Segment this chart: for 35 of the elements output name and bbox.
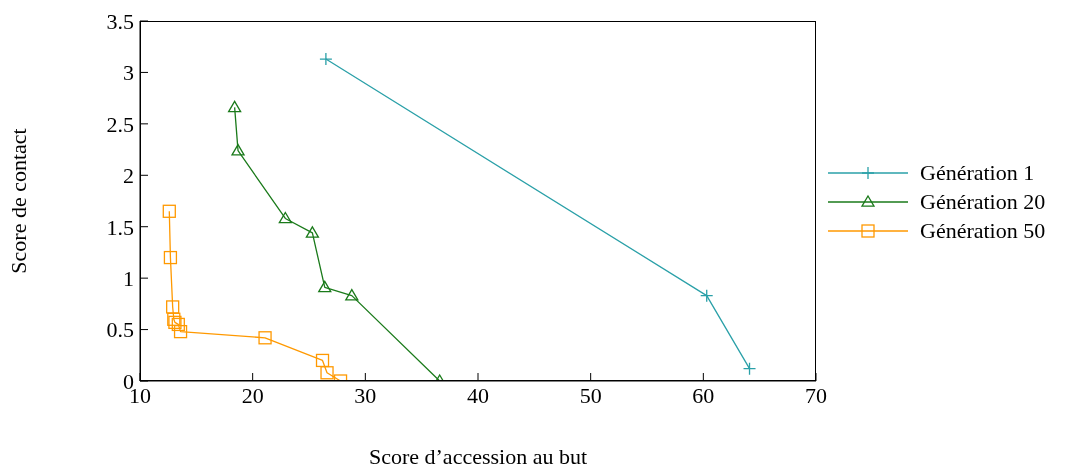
point xyxy=(167,312,181,326)
point xyxy=(163,250,178,265)
y-tick-label: 1 xyxy=(123,265,134,291)
x-tick-label: 40 xyxy=(467,382,489,408)
point xyxy=(315,353,330,368)
x-tick-label: 30 xyxy=(354,382,377,408)
point xyxy=(700,288,714,303)
y-tick-label: 2 xyxy=(123,163,134,189)
point xyxy=(231,143,245,156)
x-tick-label: 60 xyxy=(692,382,715,408)
point xyxy=(318,280,332,293)
point xyxy=(162,204,176,218)
point xyxy=(320,366,334,380)
point xyxy=(319,52,333,66)
point xyxy=(345,288,359,301)
legend-label: Génération 1 xyxy=(920,159,1035,186)
point xyxy=(166,300,180,314)
y-tick-label: 3.5 xyxy=(106,8,134,34)
legend-label: Génération 50 xyxy=(920,217,1046,244)
y-tick-label: 3 xyxy=(123,60,134,86)
point xyxy=(173,324,188,339)
y-tick-label: 0.5 xyxy=(106,317,134,343)
y-axis-title: Score de contact xyxy=(5,128,31,274)
x-tick-label: 50 xyxy=(579,382,602,408)
point xyxy=(742,362,757,376)
point xyxy=(227,100,242,113)
y-tick-label: 2.5 xyxy=(106,111,134,137)
point xyxy=(258,331,272,345)
x-tick-label: 20 xyxy=(241,382,264,408)
x-axis-title: Score d’accession au but xyxy=(368,444,588,466)
y-tick-label: 1.5 xyxy=(106,214,134,240)
point xyxy=(305,226,320,238)
point xyxy=(278,211,292,224)
x-tick-label: 70 xyxy=(805,382,827,408)
legend-label: Génération 20 xyxy=(920,188,1046,215)
